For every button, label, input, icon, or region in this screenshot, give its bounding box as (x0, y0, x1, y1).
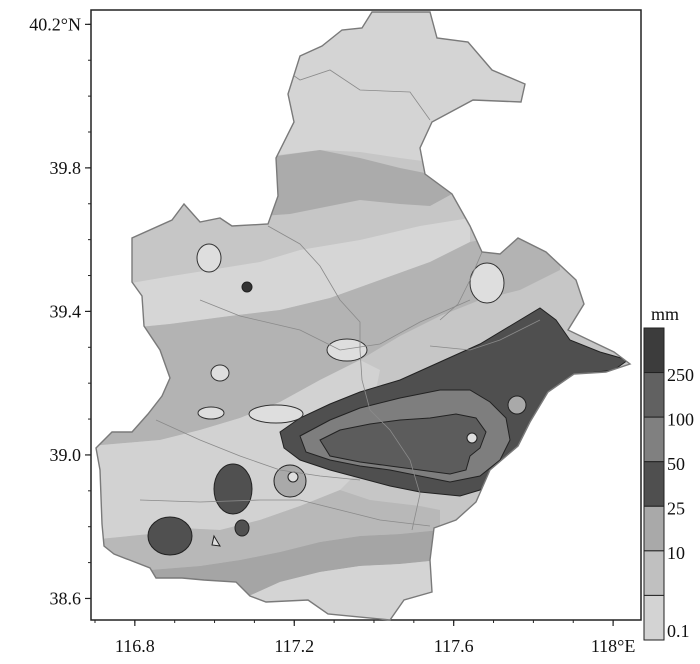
legend-level-4: 100 (667, 409, 694, 429)
legend-swatch-5 (643, 372, 665, 418)
legend-level-5: 250 (667, 365, 694, 385)
patch-north-light-2 (469, 262, 505, 304)
legend-swatch-2 (643, 505, 665, 552)
legend-swatch-1 (643, 550, 665, 596)
patch-coast-ring (507, 395, 527, 415)
patch-mid-light-2 (210, 364, 230, 382)
legend-swatch-3 (643, 461, 665, 507)
lon-tick-label-2: 117.6 (434, 636, 474, 656)
lon-tick-label-0: 116.8 (115, 636, 155, 656)
zone-west-light-band (96, 218, 470, 332)
lat-tick-label-3: 39.0 (50, 445, 82, 465)
lat-tick-label-0: 40.2°N (29, 14, 81, 34)
zone-mid-band (96, 232, 560, 446)
region-outline (95, 11, 632, 621)
legend-swatch-6 (643, 327, 665, 374)
patch-southwest-dark-3 (234, 519, 250, 537)
zone-heavy-250 (319, 413, 487, 475)
legend: mm 0.1 10 25 50 100 250 (643, 304, 694, 641)
patch-mid-light-3 (197, 406, 225, 420)
map-axes: 40.2°N 39.8 39.4 39.0 38.6 116.8 117.2 117.6 118… (29, 14, 635, 656)
legend-level-2: 25 (667, 499, 685, 519)
legend-unit: mm (651, 304, 679, 324)
patch-mid-light-4 (248, 404, 304, 424)
patch-inner-light (466, 432, 478, 444)
zone-south-light (96, 560, 440, 620)
patch-north-light-1 (196, 243, 222, 273)
patch-southwest-dark-2 (147, 516, 193, 556)
legend-level-0: 0.1 (667, 621, 690, 641)
legend-swatch-4 (643, 416, 665, 463)
patch-mid-light-1 (326, 338, 368, 362)
legend-level-1: 10 (667, 543, 685, 563)
lat-tick-label-2: 39.4 (50, 301, 82, 321)
patch-small-triangle (211, 534, 221, 547)
lon-tick-label-1: 117.2 (274, 636, 314, 656)
lat-tick-label-4: 38.6 (50, 588, 82, 608)
legend-level-3: 50 (667, 454, 685, 474)
patch-west-dark (241, 281, 253, 293)
patch-ring-inner (287, 471, 299, 483)
district-boundaries (139, 65, 541, 531)
zone-southwest-light (96, 360, 380, 540)
lon-tick-label-3: 118°E (591, 636, 636, 656)
zone-northmid-band (262, 150, 452, 216)
lat-tick-label-1: 39.8 (50, 158, 82, 178)
legend-swatch-0 (643, 594, 665, 641)
patch-southwest-dark-1 (213, 463, 253, 515)
